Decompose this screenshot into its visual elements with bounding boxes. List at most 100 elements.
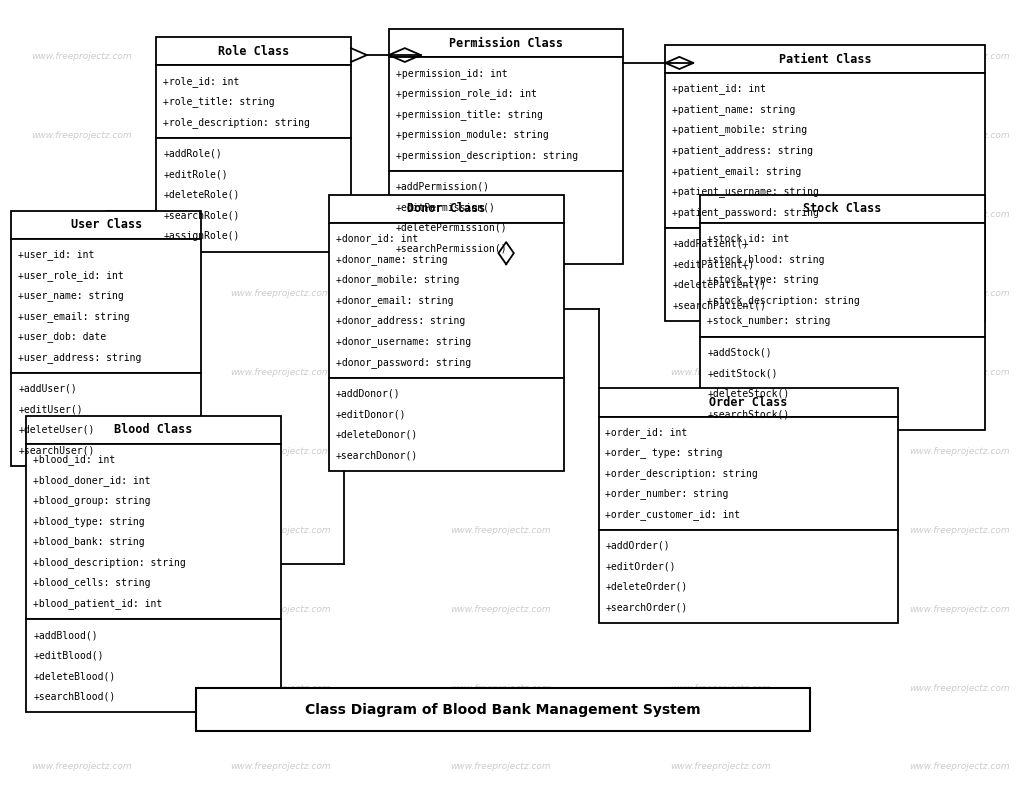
Text: +searchDonor(): +searchDonor() <box>335 450 418 460</box>
Text: www.freeprojectz.com: www.freeprojectz.com <box>31 52 131 61</box>
Text: www.freeprojectz.com: www.freeprojectz.com <box>669 52 770 61</box>
Text: +addPermission(): +addPermission() <box>395 182 489 192</box>
Text: +donor_mobile: string: +donor_mobile: string <box>335 275 459 285</box>
Text: +stock_type: string: +stock_type: string <box>706 275 818 285</box>
Text: www.freeprojectz.com: www.freeprojectz.com <box>230 52 331 61</box>
Text: www.freeprojectz.com: www.freeprojectz.com <box>230 763 331 771</box>
Text: www.freeprojectz.com: www.freeprojectz.com <box>669 289 770 298</box>
Bar <box>598 388 897 417</box>
Text: www.freeprojectz.com: www.freeprojectz.com <box>669 447 770 455</box>
Text: www.freeprojectz.com: www.freeprojectz.com <box>230 367 331 377</box>
Bar <box>664 73 984 228</box>
Bar <box>26 416 280 444</box>
Text: www.freeprojectz.com: www.freeprojectz.com <box>450 604 550 614</box>
Text: www.freeprojectz.com: www.freeprojectz.com <box>31 289 131 298</box>
Text: www.freeprojectz.com: www.freeprojectz.com <box>450 289 550 298</box>
Text: +searchOrder(): +searchOrder() <box>605 603 687 612</box>
Text: www.freeprojectz.com: www.freeprojectz.com <box>909 289 1009 298</box>
Text: +user_dob: date: +user_dob: date <box>18 331 106 342</box>
Text: +searchPatient(): +searchPatient() <box>672 300 765 310</box>
Text: www.freeprojectz.com: www.freeprojectz.com <box>230 526 331 535</box>
Text: www.freeprojectz.com: www.freeprojectz.com <box>31 763 131 771</box>
Text: www.freeprojectz.com: www.freeprojectz.com <box>230 289 331 298</box>
Text: +permission_id: int: +permission_id: int <box>395 68 506 78</box>
Text: +stock_description: string: +stock_description: string <box>706 295 859 306</box>
Text: www.freeprojectz.com: www.freeprojectz.com <box>909 367 1009 377</box>
Text: Patient Class: Patient Class <box>779 52 870 66</box>
Bar <box>388 29 623 58</box>
Text: +patient_id: int: +patient_id: int <box>672 83 765 94</box>
Text: www.freeprojectz.com: www.freeprojectz.com <box>669 131 770 140</box>
Text: +editOrder(): +editOrder() <box>605 562 676 572</box>
Text: www.freeprojectz.com: www.freeprojectz.com <box>909 683 1009 692</box>
Text: +user_role_id: int: +user_role_id: int <box>18 270 124 280</box>
Bar <box>388 171 623 265</box>
Text: Donor Class: Donor Class <box>407 203 485 215</box>
Text: +order_description: string: +order_description: string <box>605 468 757 479</box>
Text: +deletePatient(): +deletePatient() <box>672 280 765 290</box>
Bar <box>388 58 623 171</box>
Text: www.freeprojectz.com: www.freeprojectz.com <box>669 367 770 377</box>
Text: www.freeprojectz.com: www.freeprojectz.com <box>230 131 331 140</box>
Text: +user_email: string: +user_email: string <box>18 310 129 322</box>
Text: Permission Class: Permission Class <box>448 36 562 50</box>
Text: +blood_doner_id: int: +blood_doner_id: int <box>34 475 151 486</box>
Text: +patient_password: string: +patient_password: string <box>672 207 818 218</box>
Text: www.freeprojectz.com: www.freeprojectz.com <box>909 763 1009 771</box>
Text: +editPatient(): +editPatient() <box>672 259 754 269</box>
Text: www.freeprojectz.com: www.freeprojectz.com <box>230 604 331 614</box>
Text: www.freeprojectz.com: www.freeprojectz.com <box>450 131 550 140</box>
Text: +addDonor(): +addDonor() <box>335 389 400 398</box>
Text: +searchPermission(): +searchPermission() <box>395 243 506 253</box>
Text: +searchUser(): +searchUser() <box>18 445 95 455</box>
Bar <box>598 530 897 623</box>
Text: +deleteBlood(): +deleteBlood() <box>34 671 115 681</box>
Text: +permission_module: string: +permission_module: string <box>395 129 548 140</box>
Bar <box>196 688 809 732</box>
Text: www.freeprojectz.com: www.freeprojectz.com <box>31 131 131 140</box>
Text: www.freeprojectz.com: www.freeprojectz.com <box>909 447 1009 455</box>
Bar <box>700 337 984 430</box>
Text: www.freeprojectz.com: www.freeprojectz.com <box>909 131 1009 140</box>
Text: +deleteUser(): +deleteUser() <box>18 425 95 435</box>
Bar <box>156 138 351 252</box>
Bar <box>26 619 280 713</box>
Bar <box>664 45 984 73</box>
Text: +order_ type: string: +order_ type: string <box>605 447 722 459</box>
Text: +order_id: int: +order_id: int <box>605 427 687 438</box>
Text: User Class: User Class <box>70 219 142 231</box>
Bar <box>156 65 351 138</box>
Text: +addUser(): +addUser() <box>18 384 77 394</box>
Text: +deletePermission(): +deletePermission() <box>395 223 506 233</box>
Text: +editPermission(): +editPermission() <box>395 203 495 212</box>
Text: www.freeprojectz.com: www.freeprojectz.com <box>450 447 550 455</box>
Text: +donor_name: string: +donor_name: string <box>335 254 447 265</box>
Text: +editUser(): +editUser() <box>18 405 83 414</box>
Text: +permission_title: string: +permission_title: string <box>395 109 542 120</box>
Bar <box>328 378 564 471</box>
Text: +role_id: int: +role_id: int <box>163 76 239 86</box>
Text: +searchStock(): +searchStock() <box>706 409 789 419</box>
Text: www.freeprojectz.com: www.freeprojectz.com <box>450 210 550 219</box>
Text: +donor_password: string: +donor_password: string <box>335 356 471 367</box>
Bar <box>700 223 984 337</box>
Text: www.freeprojectz.com: www.freeprojectz.com <box>31 367 131 377</box>
Text: www.freeprojectz.com: www.freeprojectz.com <box>450 683 550 692</box>
Text: +donor_email: string: +donor_email: string <box>335 295 453 306</box>
Text: +deleteOrder(): +deleteOrder() <box>605 582 687 592</box>
Text: +blood_group: string: +blood_group: string <box>34 496 151 506</box>
Text: www.freeprojectz.com: www.freeprojectz.com <box>31 447 131 455</box>
Text: +stock_number: string: +stock_number: string <box>706 315 829 326</box>
Text: +addBlood(): +addBlood() <box>34 630 98 640</box>
Text: +role_description: string: +role_description: string <box>163 116 310 128</box>
Text: www.freeprojectz.com: www.freeprojectz.com <box>230 210 331 219</box>
Text: www.freeprojectz.com: www.freeprojectz.com <box>450 52 550 61</box>
Text: +addPatient(): +addPatient() <box>672 238 748 249</box>
Text: +editRole(): +editRole() <box>163 169 227 179</box>
Bar <box>598 417 897 530</box>
Text: Class Diagram of Blood Bank Management System: Class Diagram of Blood Bank Management S… <box>305 703 700 717</box>
Bar <box>328 223 564 378</box>
Text: +deleteDonor(): +deleteDonor() <box>335 430 418 440</box>
Bar <box>26 444 280 619</box>
Text: +blood_type: string: +blood_type: string <box>34 516 145 527</box>
